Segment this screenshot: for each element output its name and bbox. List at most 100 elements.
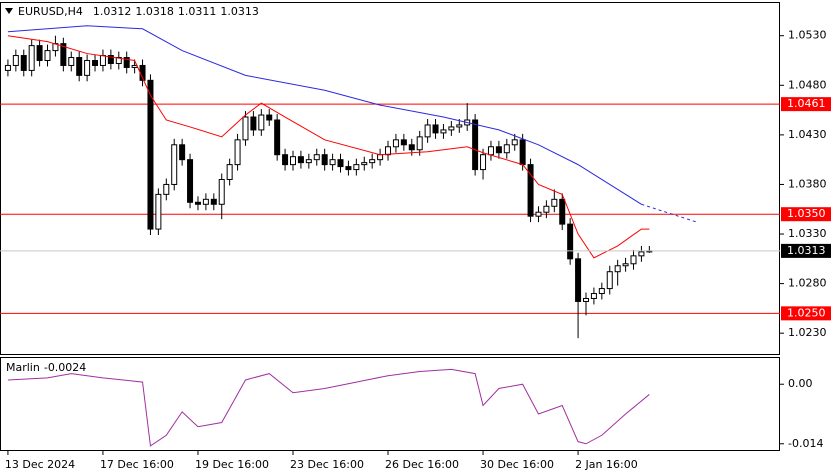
candle-body [131, 64, 138, 68]
candle-body [36, 45, 43, 62]
moving-average [7, 25, 642, 205]
candle-body [115, 57, 122, 64]
candle-body [575, 258, 582, 302]
candle-body [20, 55, 27, 71]
x-tick-label: 30 Dec 16:00 [480, 458, 554, 471]
x-tick-label: 23 Dec 16:00 [290, 458, 364, 471]
candle-body [76, 57, 83, 76]
candle-body [567, 223, 574, 260]
candle-body [424, 124, 431, 138]
level-label: 1.0461 [787, 97, 826, 110]
candle-body [598, 288, 605, 295]
candle-body [266, 114, 273, 121]
y-tick-label: 1.0480 [788, 78, 827, 91]
candle-body [392, 139, 399, 148]
candle-body [274, 119, 281, 156]
candle-body [559, 198, 566, 225]
y-tick-label: 1.0330 [788, 227, 827, 240]
level-label: 1.0350 [787, 207, 826, 220]
candle-body [179, 144, 186, 161]
candle-body [582, 297, 589, 302]
candle-body [250, 116, 257, 131]
main-panel [0, 2, 780, 355]
y-tick-label: 1.0230 [788, 326, 827, 339]
candle-body [99, 55, 106, 66]
candle-body [448, 126, 455, 131]
x-tick-label: 13 Dec 2024 [5, 458, 75, 471]
candle-body [495, 146, 502, 154]
moving-average [641, 203, 698, 223]
candle-body [385, 146, 392, 156]
candle-body [527, 164, 534, 217]
header-value: 1.0318 [135, 5, 174, 18]
indicator-header: Marlin -0.0024 [6, 361, 86, 374]
candle-body [155, 193, 162, 230]
candle-body [242, 116, 249, 141]
candle-body [4, 64, 11, 71]
candle-body [305, 159, 312, 164]
candle-body [171, 144, 178, 185]
candle-body [535, 211, 542, 217]
x-tick-label: 17 Dec 16:00 [100, 458, 174, 471]
candle-body [289, 156, 296, 166]
y-tick-label: 1.0430 [788, 128, 827, 141]
candle-body [551, 198, 558, 207]
candle-body [408, 144, 415, 151]
candle-body [282, 154, 289, 166]
candle-body [313, 154, 320, 161]
price-label: 1.0313 [787, 244, 826, 257]
chart-header: EURUSD,H4 1.0312 1.0318 1.0311 1.0313 [18, 5, 259, 18]
candle-body [622, 263, 629, 267]
candle-body [321, 154, 328, 166]
candle-body [226, 164, 233, 180]
candle-body [590, 293, 597, 299]
candle-body [472, 119, 479, 171]
candle-body [147, 79, 154, 230]
candle-body [638, 251, 645, 257]
candle-body [400, 139, 407, 146]
header-value: 1.0313 [220, 5, 259, 18]
candle-body [361, 162, 368, 166]
candle-body [163, 183, 170, 195]
candle-body [12, 55, 19, 66]
candle-body [353, 164, 360, 171]
header-value: EURUSD,H4 [18, 5, 83, 18]
candle-body [258, 114, 265, 131]
candle-body [68, 57, 75, 66]
candle-body [369, 159, 376, 164]
candle-body [377, 154, 384, 161]
price-label-box [781, 243, 831, 258]
candle-body [630, 255, 637, 265]
indicator-line [7, 368, 650, 447]
candle-body [345, 166, 352, 171]
candle-body [503, 144, 510, 154]
level-label-box [781, 97, 831, 112]
candle-body [84, 60, 91, 76]
candle-body [432, 124, 439, 134]
candle-body [234, 139, 241, 166]
candle-body [543, 205, 550, 213]
header-value: 1.0311 [178, 5, 217, 18]
indicator-tick-label: -0.014 [788, 437, 823, 450]
indicator-panel [0, 357, 780, 451]
candle-body [487, 146, 494, 156]
y-tick-label: 1.0530 [788, 29, 827, 42]
candle-body [107, 55, 114, 64]
candle-body [28, 45, 35, 71]
candle-body [519, 139, 526, 166]
candle-body [218, 178, 225, 205]
candle-body [194, 201, 201, 205]
y-tick-label: 1.0380 [788, 177, 827, 190]
x-tick-label: 26 Dec 16:00 [385, 458, 459, 471]
indicator-name: Marlin [6, 361, 40, 374]
candle-body [123, 57, 130, 68]
menu-triangle [5, 8, 13, 14]
candle-body [337, 159, 344, 168]
indicator-value: -0.0024 [44, 361, 86, 374]
x-tick-label: 2 Jan 16:00 [575, 458, 638, 471]
candle-body [60, 43, 67, 66]
candle-body [187, 159, 194, 203]
header-value: 1.0312 [93, 5, 132, 18]
